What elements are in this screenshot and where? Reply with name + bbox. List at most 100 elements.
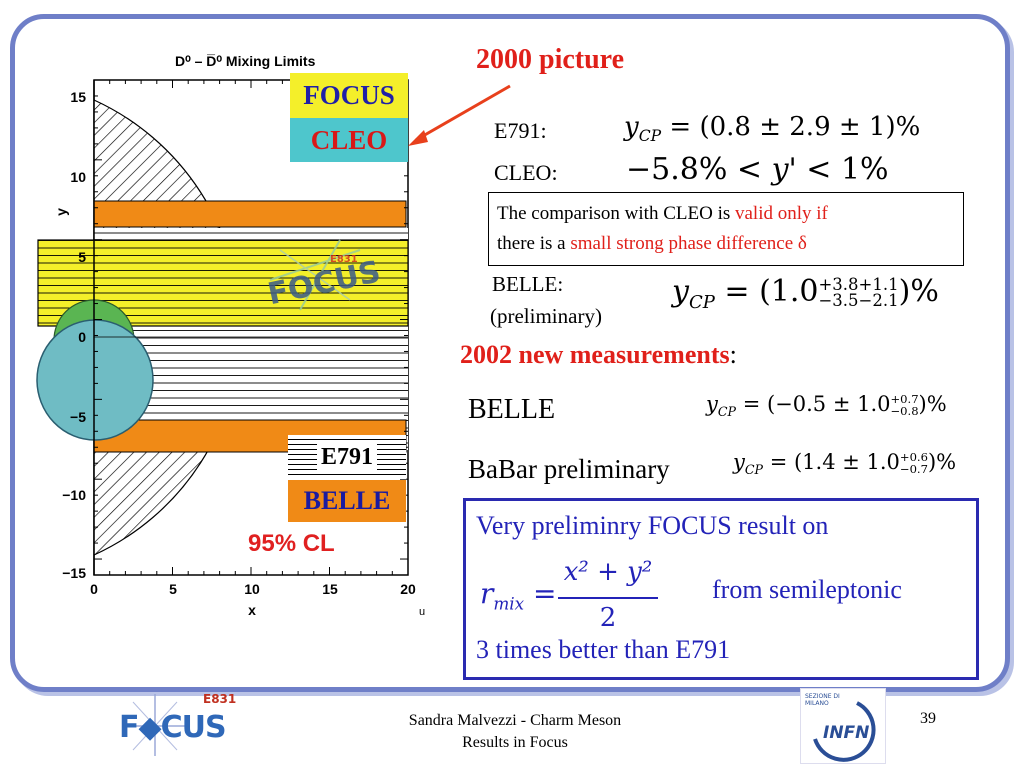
legend-cleo: CLEO xyxy=(290,118,408,162)
e791-lhs-sub: CP xyxy=(638,127,662,146)
cleo-expr-var: y xyxy=(771,152,789,187)
e791-rhs: = (0.8 ± 2.9 ± 1)% xyxy=(669,112,921,142)
y-tick-label: 0 xyxy=(78,329,86,345)
footer-author: Sandra Malvezzi - Charm Meson Results in… xyxy=(360,710,670,754)
belle-new-rhs-pre: = (−0.5 ± 1.0 xyxy=(742,392,891,416)
x-tick-label: 10 xyxy=(244,581,260,597)
infn-logo: SEZIONE DI MILANO INFN xyxy=(800,688,886,764)
svg-text:E831: E831 xyxy=(330,254,358,265)
focus-result-box: Very preliminry FOCUS result on rmix = x… xyxy=(463,498,979,680)
legend-e791: E791 xyxy=(288,435,406,479)
y-tick-label: −10 xyxy=(62,487,86,503)
focus-logo-tag: E831 xyxy=(203,692,237,706)
belle-old-rhs-post: )% xyxy=(898,274,939,309)
focus-box-from: from semileptonic xyxy=(712,575,902,604)
belle-new-sub: −0.8 xyxy=(890,403,919,418)
rmix-denominator: 2 xyxy=(599,603,617,633)
cleo-expr-pre: −5.8% < xyxy=(626,152,772,187)
y-axis-label: y xyxy=(53,208,69,216)
cleo-expr-post: ' < 1% xyxy=(788,152,889,187)
fraction-bar xyxy=(558,597,658,599)
infn-top-text: SEZIONE DI MILANO xyxy=(805,693,840,707)
babar-lhs: y xyxy=(733,450,745,474)
y-tick-label: 15 xyxy=(70,89,86,105)
babar-equation: yCP = (1.4 ± 1.0 +0.6 −0.7)% xyxy=(733,450,956,477)
belle-new-lhs-sub: CP xyxy=(717,404,736,420)
page-number: 39 xyxy=(920,710,936,727)
babar-sub: −0.7 xyxy=(899,461,928,476)
babar-label: BaBar preliminary xyxy=(468,454,670,484)
focus-logo: F◆CUS E831 xyxy=(115,690,245,760)
mixing-limits-plot: FOCUS E831 0 5 10 15 20 15 10 5 0 −5 −10… xyxy=(36,79,425,618)
focus-logo-text: F◆CUS xyxy=(119,710,227,745)
belle-old-label: BELLE: xyxy=(492,272,564,296)
y-tick-label: 10 xyxy=(70,169,86,185)
note-line1-highlight: valid only if xyxy=(735,203,828,224)
confidence-level-label: 95% CL xyxy=(248,530,335,557)
belle-old-sublabel: (preliminary) xyxy=(490,304,602,328)
x-tick-label: 5 xyxy=(169,581,177,597)
rmix-r: r xyxy=(480,577,494,610)
babar-errors: +0.6 −0.7 xyxy=(899,449,928,476)
cleo-comparison-note: The comparison with CLEO is valid only i… xyxy=(488,192,964,266)
rmix-sub: mix xyxy=(493,593,525,614)
belle-new-errors: +0.7 −0.8 xyxy=(890,391,919,418)
belle-old-sub: −3.5−2.1 xyxy=(818,291,899,310)
cleo-equation: −5.8% < y' < 1% xyxy=(626,152,889,187)
new-heading-text: 2002 new measurements xyxy=(460,340,730,369)
note-line1-text: The comparison with CLEO is xyxy=(497,203,735,224)
legend-belle: BELLE xyxy=(288,480,406,522)
rmix-numerator: x² + y² xyxy=(558,557,658,587)
annotation-arrow-icon xyxy=(408,84,511,146)
belle-old-lhs-sub: CP xyxy=(688,292,715,313)
belle-old-rhs-pre: = (1.0 xyxy=(724,274,819,309)
legend-e791-label: E791 xyxy=(316,444,377,470)
infn-top-2: MILANO xyxy=(805,700,829,707)
new-measurements-heading: 2002 new measurements: xyxy=(460,340,737,370)
x-axis-label: x xyxy=(248,602,256,618)
rmix-lhs: rmix = xyxy=(480,577,557,614)
footer-line-1: Sandra Malvezzi - Charm Meson xyxy=(408,712,622,729)
e791-equation: yCP = (0.8 ± 2.9 ± 1)% xyxy=(624,112,920,145)
belle-new-sup: +0.7 xyxy=(890,391,919,406)
x-tick-label: 0 xyxy=(90,581,98,597)
focus-box-line1: Very preliminry FOCUS result on xyxy=(476,511,829,540)
cleo-label: CLEO: xyxy=(494,160,558,185)
e791-lhs: y xyxy=(624,112,639,142)
x-tick-label: 15 xyxy=(322,581,338,597)
e791-label: E791: xyxy=(494,118,547,143)
annotation-label: 2000 picture xyxy=(476,44,625,75)
new-heading-colon: : xyxy=(729,340,737,369)
rmix-numerator-text: x² + y² xyxy=(563,557,653,587)
belle-new-lhs: y xyxy=(706,392,718,416)
belle-old-sup: +3.8+1.1 xyxy=(818,274,899,294)
footer-line-2: Results in Focus xyxy=(462,734,568,751)
belle-old-lhs: y xyxy=(672,274,689,309)
belle-old-errors: +3.8+1.1 −3.5−2.1 xyxy=(818,274,899,310)
belle-new-label: BELLE xyxy=(468,394,556,425)
note-line-1: The comparison with CLEO is valid only i… xyxy=(497,203,828,225)
stray-label: u xyxy=(419,606,425,618)
plot-title: D⁰ – D̅⁰ Mixing Limits xyxy=(175,53,316,69)
babar-rhs-post: )% xyxy=(927,450,957,474)
y-tick-label: −15 xyxy=(62,565,86,581)
y-tick-label: −5 xyxy=(70,409,86,425)
cleo-ellipse xyxy=(36,319,154,441)
note-line-2: there is a small strong phase difference… xyxy=(497,233,807,255)
rmix-equals: = xyxy=(533,577,557,610)
belle-band-upper xyxy=(93,200,407,228)
babar-sup: +0.6 xyxy=(899,449,928,464)
focus-box-line3: 3 times better than E791 xyxy=(476,635,731,664)
belle-old-equation: yCP = (1.0 +3.8+1.1 −3.5−2.1)% xyxy=(672,274,939,313)
note-line2-text: there is a xyxy=(497,233,571,254)
infn-logo-text: INFN xyxy=(823,723,870,743)
belle-new-rhs-post: )% xyxy=(918,392,947,416)
legend-focus: FOCUS xyxy=(290,73,408,118)
x-tick-label: 20 xyxy=(400,581,416,597)
babar-rhs-pre: = (1.4 ± 1.0 xyxy=(769,450,900,474)
y-tick-label: 5 xyxy=(78,249,86,265)
infn-top-1: SEZIONE DI xyxy=(805,693,840,700)
belle-new-equation: yCP = (−0.5 ± 1.0 +0.7 −0.8)% xyxy=(706,392,947,419)
babar-lhs-sub: CP xyxy=(744,462,763,478)
note-line2-highlight: small strong phase difference δ xyxy=(570,233,807,254)
